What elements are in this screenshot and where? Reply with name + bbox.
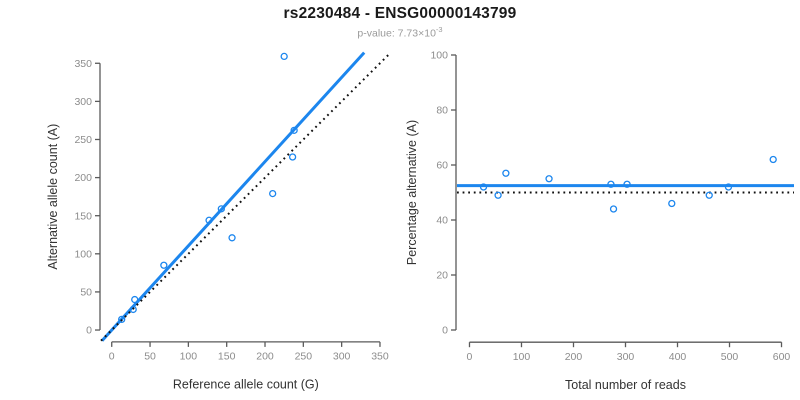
x-tick-label: 300 xyxy=(333,351,351,363)
data-point xyxy=(668,199,676,208)
pvalue-text: p-value: 7.73×10 xyxy=(357,27,436,40)
y-tick-label: 100 xyxy=(74,248,92,260)
y-tick-label: 0 xyxy=(442,325,448,337)
y-axis-title: Percentage alternative (A) xyxy=(405,120,419,265)
data-point xyxy=(280,52,288,61)
y-tick-label: 100 xyxy=(430,50,448,62)
x-tick-label: 200 xyxy=(256,351,274,363)
x-tick-label: 350 xyxy=(371,351,389,363)
data-point xyxy=(724,183,733,191)
data-point xyxy=(131,295,139,304)
data-point xyxy=(502,169,510,177)
x-tick-label: 150 xyxy=(218,351,236,363)
x-tick-label: 300 xyxy=(617,351,635,363)
x-tick-label: 0 xyxy=(109,351,115,363)
x-axis-title: Reference allele count (G) xyxy=(173,378,319,392)
y-tick-label: 250 xyxy=(74,134,92,146)
data-point xyxy=(545,175,553,183)
y-tick-label: 50 xyxy=(80,287,92,299)
data-point xyxy=(269,189,277,198)
data-point xyxy=(228,234,236,242)
data-point xyxy=(217,205,225,213)
y-tick-label: 60 xyxy=(436,160,448,172)
y-tick-label: 20 xyxy=(436,270,448,282)
x-tick-label: 250 xyxy=(295,351,313,363)
x-tick-label: 600 xyxy=(773,351,791,363)
data-point xyxy=(129,305,137,314)
data-point xyxy=(623,180,631,188)
y-tick-label: 300 xyxy=(74,96,92,108)
x-tick-label: 100 xyxy=(180,351,198,363)
data-point xyxy=(288,153,297,161)
y-tick-label: 350 xyxy=(74,58,92,70)
y-tick-label: 80 xyxy=(436,105,448,117)
y-axis-title: Alternative allele count (A) xyxy=(46,124,60,270)
figure-subtitle: p-value: 7.73×10-3 xyxy=(0,25,800,40)
y-tick-label: 150 xyxy=(74,210,92,222)
x-tick-label: 100 xyxy=(513,351,531,363)
x-tick-label: 200 xyxy=(565,351,583,363)
data-point xyxy=(160,261,168,269)
pvalue-exponent: -3 xyxy=(435,25,443,34)
data-point xyxy=(205,216,213,224)
data-point xyxy=(494,191,502,199)
x-tick-label: 50 xyxy=(144,351,156,363)
fitted-ratio-line xyxy=(100,51,366,342)
data-point xyxy=(607,180,615,188)
identity-reference-line xyxy=(100,51,392,342)
data-point xyxy=(705,191,713,199)
y-tick-label: 200 xyxy=(74,172,92,184)
figure-title: rs2230484 - ENSG00000143799 xyxy=(283,5,517,22)
y-tick-label: 40 xyxy=(436,215,448,227)
x-tick-label: 400 xyxy=(669,351,687,363)
y-tick-label: 0 xyxy=(86,325,92,337)
data-point xyxy=(118,315,126,324)
data-point xyxy=(609,205,618,213)
x-tick-label: 0 xyxy=(467,351,473,363)
x-axis-title: Total number of reads xyxy=(565,378,686,392)
data-point xyxy=(290,126,298,134)
data-point xyxy=(479,183,488,191)
data-point xyxy=(769,155,777,164)
x-tick-label: 500 xyxy=(721,351,739,363)
left-scatter-plot: 0 50 100 150 200 250 300 350 Reference allele co… xyxy=(46,51,392,392)
